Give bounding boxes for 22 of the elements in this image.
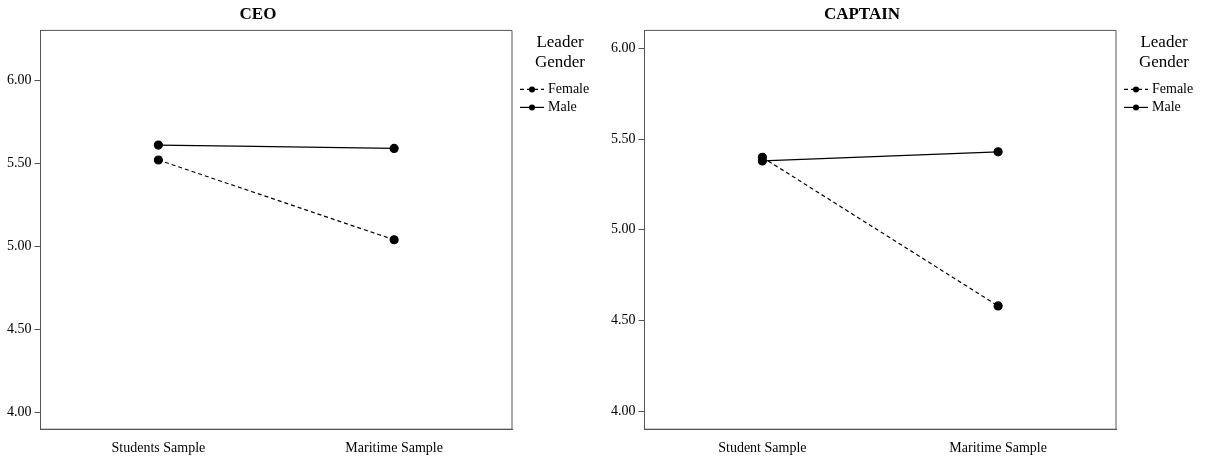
legend-label: Male — [548, 99, 577, 115]
y-tick-label: 4.50 — [7, 321, 32, 337]
x-tick-label: Maritime Sample — [949, 440, 1047, 456]
y-tick-label: 6.00 — [611, 40, 636, 56]
x-tick-label: Student Sample — [718, 440, 807, 456]
chart-title: CAPTAIN — [823, 3, 901, 23]
y-tick-label: 5.00 — [7, 238, 32, 254]
legend-label: Female — [1152, 81, 1194, 97]
legend-label: Female — [548, 81, 590, 97]
legend-title: Leader Gender — [534, 32, 586, 72]
y-tick-label: 5.50 — [7, 155, 32, 171]
y-tick-label: 4.50 — [611, 312, 636, 328]
y-tick-label: 5.50 — [611, 130, 636, 146]
x-tick-label: Students Sample — [111, 440, 206, 456]
x-tick-label: Maritime Sample — [345, 440, 443, 456]
legend-title: Leader Gender — [1138, 32, 1190, 72]
y-tick-label: 6.00 — [7, 71, 32, 87]
legend-label: Male — [1152, 99, 1181, 115]
y-tick-label: 4.00 — [611, 402, 636, 418]
y-tick-label: 5.00 — [611, 221, 636, 237]
y-tick-label: 4.00 — [7, 404, 32, 420]
chart-title: CEO — [239, 3, 277, 23]
